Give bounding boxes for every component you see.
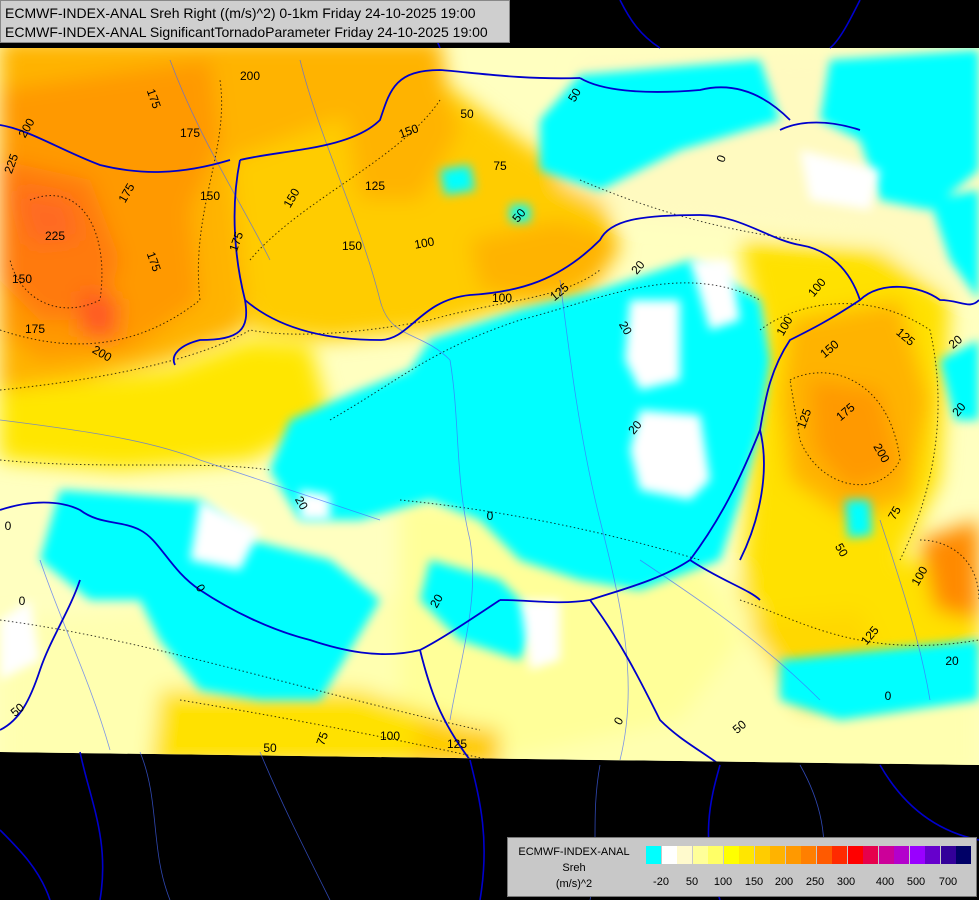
legend-swatch — [847, 846, 863, 864]
contour-label: 20 — [292, 494, 311, 513]
contour-label: 125 — [447, 737, 467, 751]
legend-swatch — [956, 846, 971, 864]
legend-tick-label: 250 — [805, 876, 825, 888]
contour-label: 75 — [493, 159, 507, 173]
contour-label: 175 — [226, 230, 246, 254]
contour-label: 175 — [144, 250, 164, 274]
contour-label: 20 — [427, 591, 446, 610]
legend-swatch — [754, 846, 770, 864]
legend-swatch — [708, 846, 723, 864]
legend-variable: Sreh — [562, 862, 586, 874]
contour-label: 175 — [25, 322, 45, 336]
contour-label: 150 — [200, 189, 220, 203]
legend-swatch — [770, 846, 785, 864]
contour-label: 50 — [263, 741, 277, 755]
legend-swatch — [894, 846, 909, 864]
legend-tick-label: 50 — [685, 876, 699, 888]
contour-label: 75 — [885, 503, 904, 522]
contour-label: 100 — [413, 234, 435, 251]
contour-label: 0 — [885, 689, 892, 703]
legend-swatch — [739, 846, 754, 864]
contour-label: 225 — [1, 152, 21, 176]
legend-swatch — [832, 846, 847, 864]
legend-tick-label: 400 — [875, 876, 895, 888]
legend-swatch — [723, 846, 739, 864]
contour-label: 0 — [487, 509, 494, 523]
legend-swatch — [801, 846, 816, 864]
legend-tick-label: 150 — [744, 876, 764, 888]
legend-swatch — [646, 846, 661, 864]
title-line-1: ECMWF-INDEX-ANAL Sreh Right ((m/s)^2) 0-… — [5, 5, 476, 21]
field-layer — [0, 48, 979, 765]
contour-label: 150 — [12, 272, 32, 286]
legend-model: ECMWF-INDEX-ANAL — [518, 846, 630, 858]
contour-label: 20 — [945, 654, 959, 668]
contour-label: 20 — [616, 319, 635, 338]
contour-label: 175 — [144, 87, 164, 111]
contour-label: 125 — [365, 179, 385, 193]
legend-tick-label: 100 — [713, 876, 733, 888]
contour-label: 50 — [565, 85, 584, 104]
legend-tick-label: 300 — [836, 876, 856, 888]
legend-swatch — [940, 846, 956, 864]
legend-swatch — [692, 846, 708, 864]
legend-unit: (m/s)^2 — [555, 878, 593, 890]
contour-label: 100 — [492, 291, 512, 305]
legend-tick-label: 700 — [938, 876, 958, 888]
legend-tick-label: 500 — [906, 876, 926, 888]
legend-swatch — [677, 846, 692, 864]
title-line-2: ECMWF-INDEX-ANAL SignificantTornadoParam… — [5, 24, 488, 40]
legend-tick-label: -20 — [653, 876, 669, 888]
legend-swatch — [661, 846, 677, 864]
legend-swatch — [816, 846, 832, 864]
contour-label: 125 — [794, 407, 814, 431]
contour-label: 50 — [832, 541, 851, 560]
contour-label: 0 — [714, 153, 730, 164]
legend-swatch — [909, 846, 925, 864]
contour-label: 0 — [5, 519, 12, 533]
legend-swatch — [878, 846, 894, 864]
legend-swatch — [863, 846, 878, 864]
contour-label: 200 — [240, 69, 260, 83]
legend: ECMWF-INDEX-ANAL Sreh (m/s)^2 -20 50 100 15… — [507, 837, 977, 897]
contour-label: 50 — [460, 107, 474, 121]
contour-label: 75 — [313, 730, 331, 748]
contour-label: 150 — [342, 239, 362, 253]
title-box: ECMWF-INDEX-ANAL Sreh Right ((m/s)^2) 0-… — [0, 0, 510, 43]
legend-tick-label: 200 — [774, 876, 794, 888]
legend-swatch — [925, 846, 940, 864]
legend-swatch — [785, 846, 801, 864]
contour-label: 150 — [397, 121, 421, 141]
contour-label: 0 — [19, 594, 26, 608]
contour-label: 225 — [45, 229, 65, 243]
contour-label: 175 — [180, 126, 200, 140]
contour-label: 100 — [380, 729, 400, 743]
